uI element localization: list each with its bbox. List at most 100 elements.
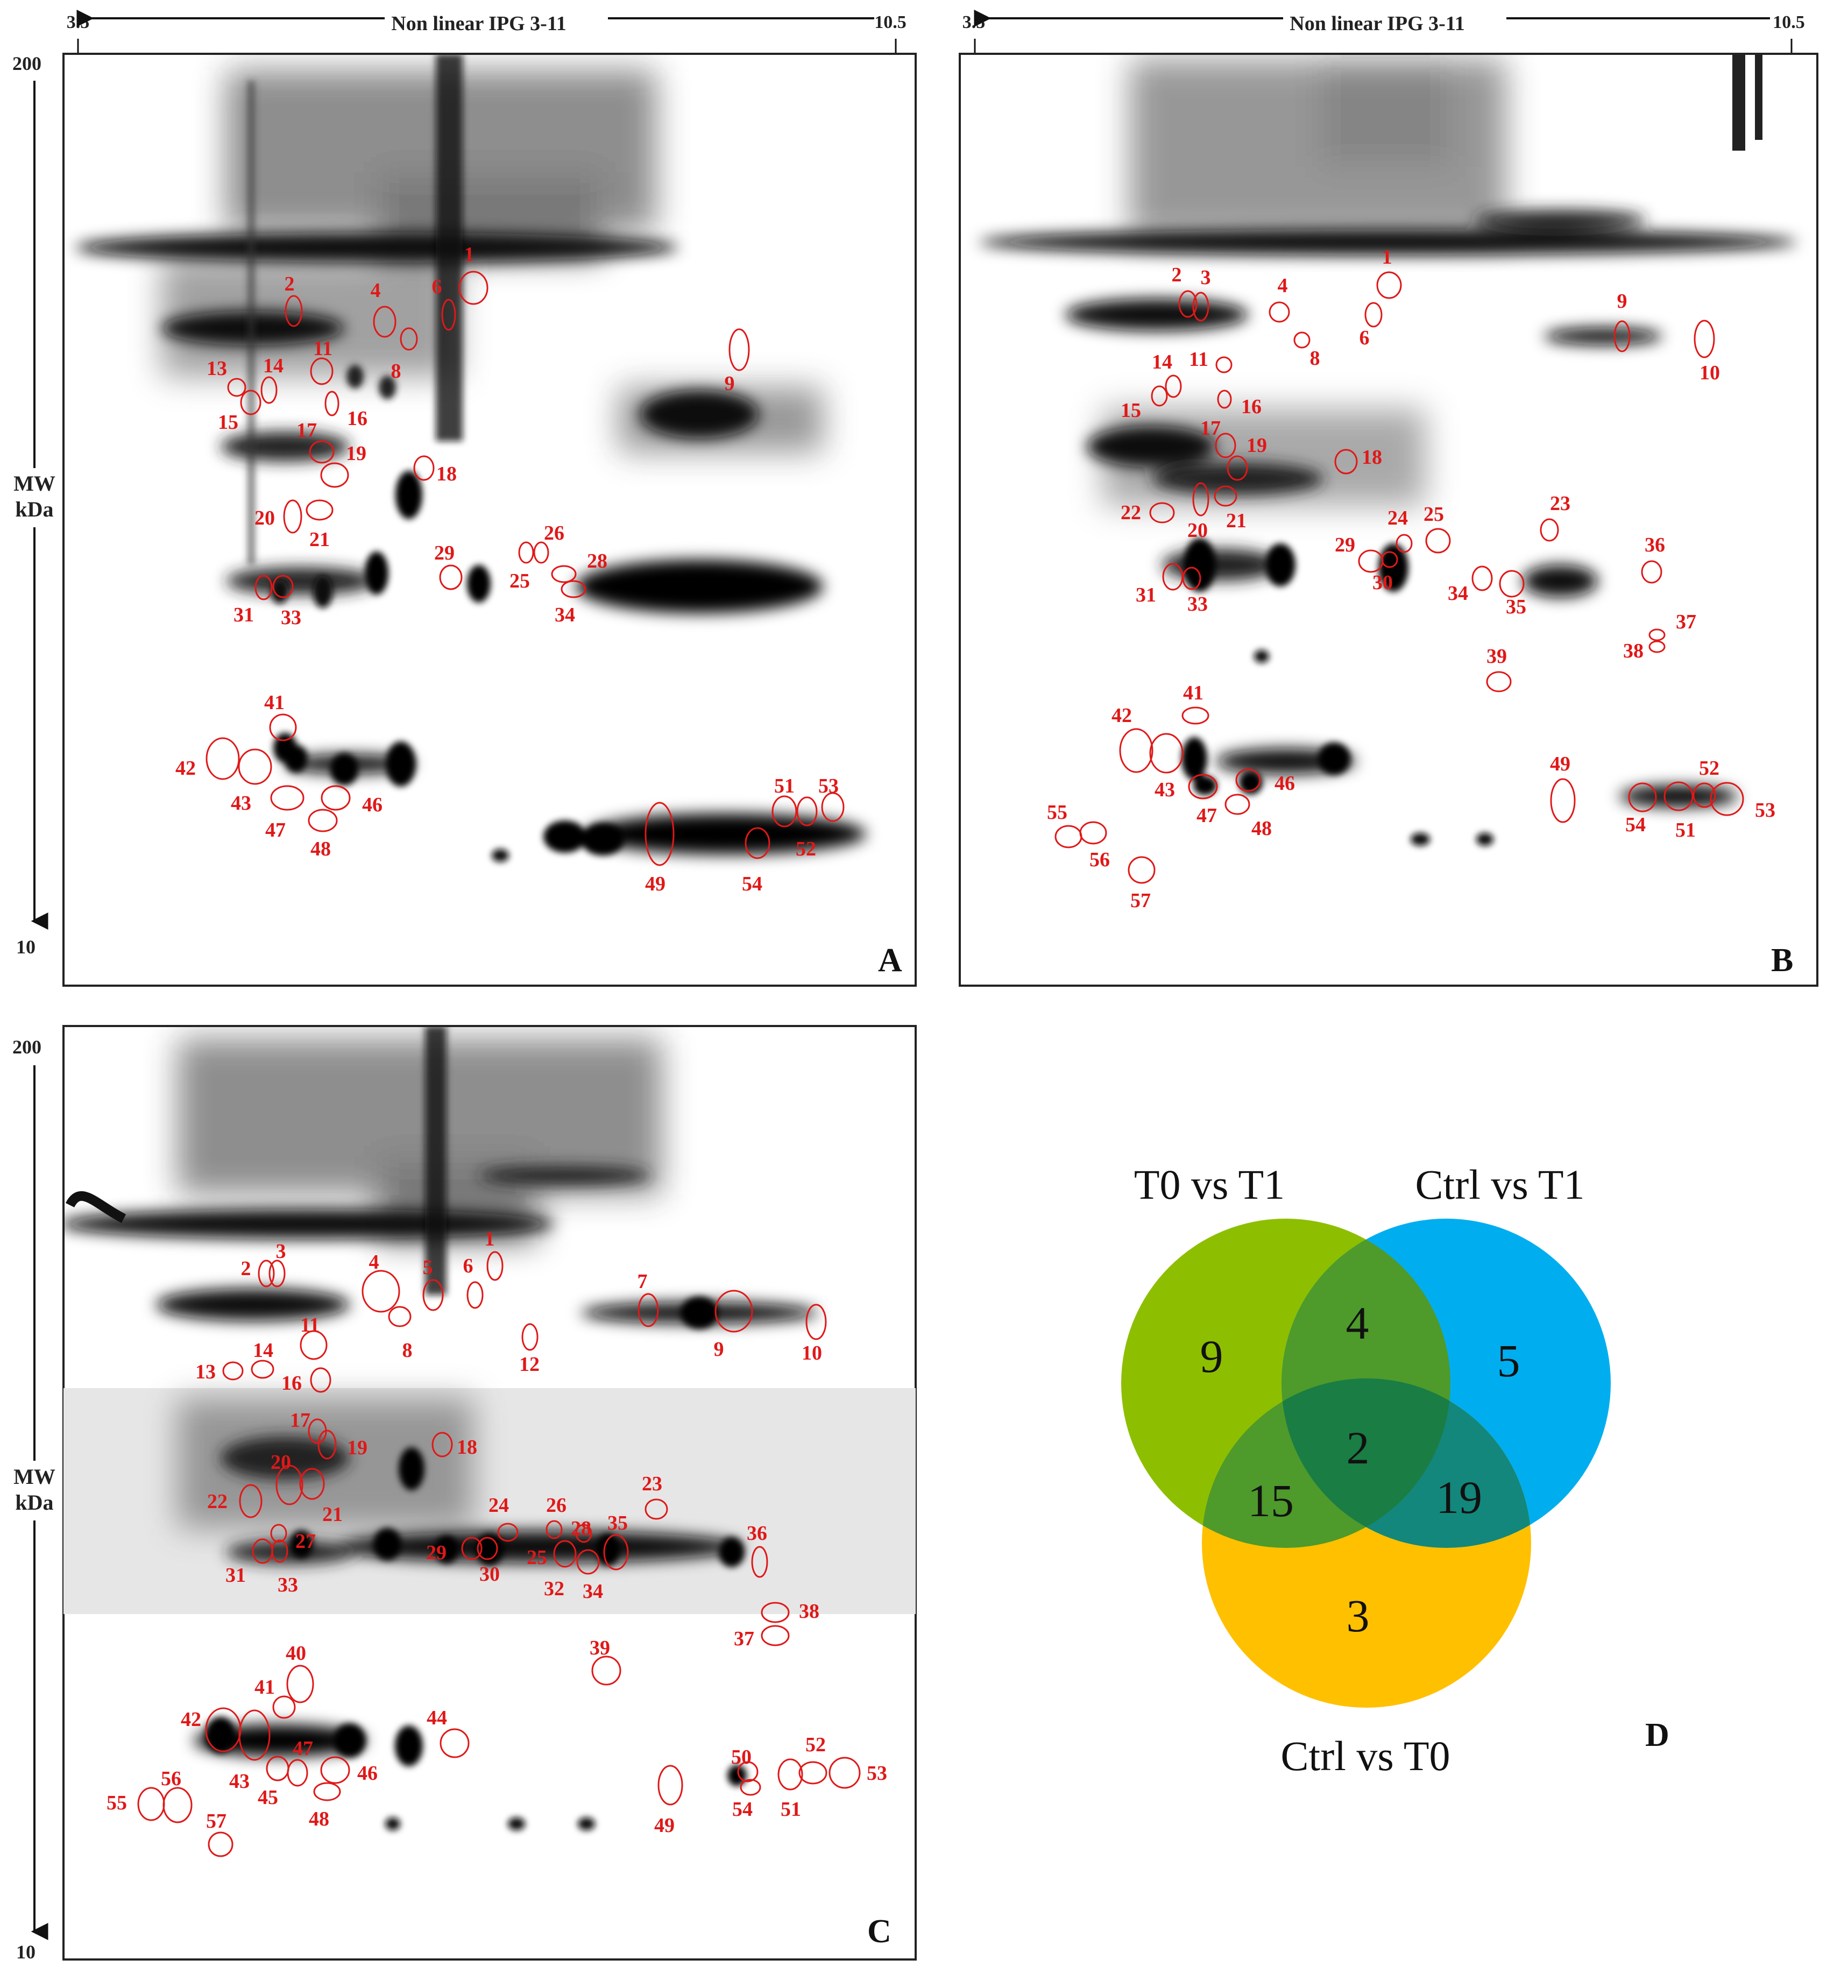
spot-label-b-30: 30: [1372, 571, 1393, 594]
spot-label-b-23: 23: [1550, 492, 1570, 515]
spot-label-c-52: 52: [805, 1734, 826, 1756]
spot-label-a-13: 13: [207, 357, 227, 380]
spot-label-a-41: 41: [264, 691, 285, 714]
spot-label-b-15: 15: [1121, 399, 1141, 422]
spot-label-c-33: 33: [278, 1574, 298, 1596]
spot-label-c-4: 4: [369, 1251, 379, 1274]
spot-label-a-53: 53: [818, 775, 839, 797]
spot-label-b-2: 2: [1172, 264, 1182, 286]
spot-label-b-3: 3: [1201, 266, 1211, 289]
venn-diagram: T0 vs T1 Ctrl vs T1 Ctrl vs T0 9 4 5 2 1…: [1121, 1161, 1669, 1779]
spot-label-b-25: 25: [1424, 503, 1444, 526]
ph-right-label-a: 10.5: [874, 12, 907, 32]
spot-label-c-47: 47: [293, 1737, 313, 1760]
spot-label-c-57: 57: [206, 1810, 226, 1833]
spot-label-c-10: 10: [802, 1342, 822, 1364]
ph-left-label-a: 3.5: [67, 12, 90, 32]
spot-label-c-11: 11: [300, 1314, 320, 1336]
ph-left-label-b: 3.5: [962, 12, 986, 32]
spot-label-c-43: 43: [229, 1770, 250, 1793]
spot-label-a-4: 4: [371, 279, 381, 302]
venn-count-t0t1-ctrlt0: 15: [1248, 1475, 1294, 1526]
spot-label-a-46: 46: [362, 794, 383, 816]
mw-bottom-label-c: 10: [16, 1941, 36, 1963]
spot-label-b-42: 42: [1111, 704, 1132, 727]
venn-label-ctrl-vs-t1: Ctrl vs T1: [1415, 1161, 1585, 1208]
spot-label-c-25: 25: [527, 1546, 547, 1569]
spot-label-c-50: 50: [731, 1746, 752, 1768]
spot-markers-c: [137, 1251, 861, 1857]
spot-label-b-39: 39: [1486, 645, 1507, 668]
spot-label-a-18: 18: [436, 463, 457, 485]
spot-label-b-47: 47: [1196, 804, 1217, 827]
spot-label-c-2: 2: [241, 1257, 251, 1280]
spot-label-a-2: 2: [285, 273, 295, 295]
spot-label-b-8: 8: [1310, 347, 1320, 370]
venn-label-ctrl-vs-t0: Ctrl vs T0: [1281, 1732, 1450, 1779]
spot-label-c-42: 42: [181, 1708, 201, 1731]
ph-title-a: Non linear IPG 3-11: [391, 12, 567, 35]
mw-title-c: MW: [13, 1465, 55, 1489]
spot-label-a-49: 49: [645, 873, 665, 895]
spot-label-c-19: 19: [347, 1437, 367, 1459]
spot-label-b-22: 22: [1121, 501, 1141, 524]
spot-label-b-57: 57: [1130, 889, 1151, 912]
panel-letter-d: D: [1645, 1717, 1669, 1753]
panel-letter-c: C: [867, 1913, 891, 1950]
spot-markers-b: [1054, 271, 1744, 884]
spot-label-b-36: 36: [1645, 534, 1665, 556]
gel-image-c: [63, 1026, 916, 1830]
ph-axis-a: 3.5 10.5 Non linear IPG 3-11: [67, 10, 907, 54]
spot-label-b-33: 33: [1187, 593, 1208, 615]
mw-axis-c: 200 10 MW kDa: [12, 1036, 55, 1963]
spot-label-b-48: 48: [1251, 817, 1272, 840]
spot-label-c-21: 21: [322, 1503, 343, 1526]
spot-label-b-24: 24: [1387, 507, 1408, 529]
gel-image-b: [979, 54, 1797, 846]
spot-label-a-42: 42: [175, 757, 196, 780]
spot-label-b-21: 21: [1226, 510, 1247, 532]
spot-label-c-44: 44: [427, 1707, 447, 1729]
spot-label-c-6: 6: [463, 1255, 473, 1277]
spot-label-c-56: 56: [161, 1767, 181, 1790]
spot-label-c-9: 9: [714, 1338, 724, 1361]
spot-label-a-48: 48: [310, 838, 331, 860]
spot-label-b-14: 14: [1152, 351, 1172, 373]
spot-label-b-34: 34: [1448, 582, 1468, 605]
spot-label-b-11: 11: [1189, 348, 1208, 371]
spot-label-c-5: 5: [423, 1256, 433, 1279]
spot-label-c-3: 3: [276, 1240, 286, 1263]
spot-label-a-52: 52: [796, 838, 816, 860]
spot-label-c-32: 32: [544, 1577, 564, 1600]
spot-label-c-17: 17: [290, 1409, 310, 1432]
ph-axis-b: 3.5 10.5 Non linear IPG 3-11: [962, 10, 1805, 54]
spot-label-b-52: 52: [1699, 757, 1719, 780]
spot-markers-a: [206, 271, 845, 866]
spot-label-a-47: 47: [265, 819, 286, 841]
mw-top-label-a: 200: [12, 53, 41, 74]
spot-label-b-43: 43: [1155, 779, 1175, 801]
spot-label-a-1: 1: [464, 243, 475, 266]
spot-label-c-49: 49: [654, 1814, 675, 1837]
spot-label-b-41: 41: [1183, 682, 1203, 704]
spot-label-b-1: 1: [1382, 246, 1392, 268]
spot-label-c-40: 40: [286, 1642, 306, 1665]
ph-title-b: Non linear IPG 3-11: [1290, 12, 1465, 35]
spot-label-c-35: 35: [607, 1512, 628, 1534]
spot-label-a-29: 29: [434, 542, 455, 564]
spot-label-b-29: 29: [1335, 534, 1355, 556]
spot-label-b-51: 51: [1675, 819, 1696, 841]
spot-label-b-38: 38: [1623, 640, 1644, 662]
spot-label-a-25: 25: [509, 570, 530, 592]
spot-label-c-24: 24: [488, 1494, 509, 1517]
spot-label-a-51: 51: [774, 775, 795, 797]
spot-label-c-48: 48: [309, 1808, 329, 1830]
spot-label-b-46: 46: [1275, 772, 1295, 795]
spot-label-c-38: 38: [799, 1600, 819, 1623]
venn-count-all-three: 2: [1347, 1422, 1370, 1474]
spot-label-c-22: 22: [207, 1490, 228, 1513]
spot-label-a-26: 26: [544, 522, 564, 544]
